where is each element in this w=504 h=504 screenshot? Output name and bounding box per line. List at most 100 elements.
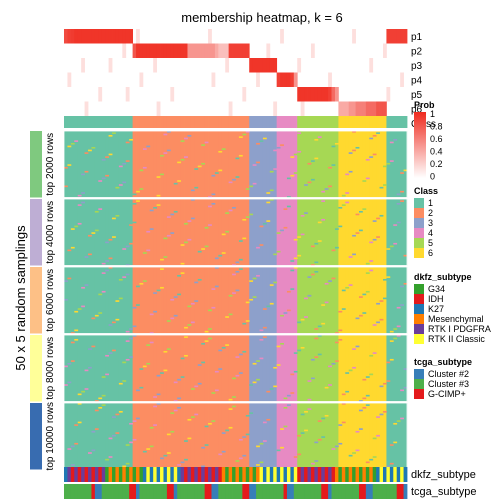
heatmap-cell <box>400 304 404 306</box>
heatmap-column <box>232 403 236 470</box>
annotation-cell <box>142 467 147 482</box>
heatmap-cell <box>376 302 380 305</box>
heatmap-cell <box>190 321 195 324</box>
heatmap-column <box>382 335 387 402</box>
heatmap-cell <box>232 396 236 398</box>
heatmap-cell <box>125 330 130 333</box>
heatmap-column <box>321 335 326 402</box>
heatmap-column <box>105 267 109 334</box>
prob-cell <box>170 43 175 58</box>
heatmap-cell <box>132 221 137 224</box>
heatmap-column <box>365 403 370 470</box>
heatmap-cell <box>235 289 240 292</box>
prob-cell <box>208 29 212 44</box>
heatmap-group-frame <box>63 266 408 334</box>
heatmap-cell <box>304 184 308 186</box>
heatmap-cell <box>245 433 250 436</box>
heatmap-cell <box>376 321 380 324</box>
heatmap-column <box>259 267 264 334</box>
heatmap-column <box>122 199 127 266</box>
heatmap-column <box>163 403 168 470</box>
heatmap-column <box>190 199 195 266</box>
heatmap-column <box>252 335 257 402</box>
annotation-label: dkfz_subtype <box>411 469 476 481</box>
heatmap-cell <box>214 370 219 373</box>
heatmap-cell <box>77 222 82 225</box>
heatmap-column <box>345 199 350 266</box>
prob-cell <box>67 72 72 87</box>
tcga-legend-swatch <box>414 369 424 379</box>
prob-cell <box>310 87 315 102</box>
heatmap-cell <box>352 253 356 256</box>
heatmap-cell <box>101 394 106 397</box>
class-cell <box>245 116 250 128</box>
heatmap-cell <box>396 325 401 328</box>
heatmap-cell <box>362 406 367 409</box>
heatmap-cell <box>317 136 322 138</box>
prob-cell <box>386 87 391 102</box>
heatmap-cell <box>369 354 374 357</box>
heatmap-cell <box>286 309 291 312</box>
heatmap-column <box>317 131 322 198</box>
heatmap-cell <box>369 241 374 244</box>
class-cell <box>153 116 158 128</box>
heatmap-column <box>300 335 305 402</box>
heatmap-column <box>194 403 199 470</box>
heatmap-column <box>149 131 154 198</box>
heatmap-column <box>379 131 384 198</box>
heatmap-column <box>122 267 127 334</box>
class-cell <box>170 116 175 128</box>
heatmap-cell <box>362 397 367 400</box>
annotation-cell <box>84 484 89 499</box>
heatmap-cell <box>262 137 267 140</box>
heatmap-cell <box>293 172 298 174</box>
heatmap-column <box>338 131 343 198</box>
annotation-cell <box>136 484 140 499</box>
heatmap-cell <box>112 416 116 418</box>
heatmap-column <box>132 403 137 470</box>
heatmap-cell <box>297 254 302 257</box>
heatmap-cell <box>184 241 188 244</box>
heatmap-cell <box>345 192 350 194</box>
heatmap-column <box>221 199 226 266</box>
annotation-cell <box>170 484 175 499</box>
heatmap-cell <box>307 162 312 165</box>
heatmap-column <box>245 267 250 334</box>
prob-cell <box>190 43 195 58</box>
heatmap-column <box>297 335 302 402</box>
prob-cell <box>221 43 226 58</box>
heatmap-column <box>101 199 106 266</box>
heatmap-cell <box>166 131 171 133</box>
heatmap-column <box>136 131 140 198</box>
annotation-cell <box>132 484 137 499</box>
heatmap-cell <box>365 404 370 406</box>
tcga-legend-title: tcga_subtype <box>414 357 472 367</box>
prob-legend-tick: 0.6 <box>430 134 443 144</box>
prob-cell <box>321 87 326 102</box>
heatmap-cell <box>283 312 288 314</box>
class-cell <box>259 116 264 128</box>
annotation-cell <box>362 467 367 482</box>
heatmap-column <box>190 267 195 334</box>
heatmap-cell <box>163 133 168 136</box>
annotation-cell <box>153 484 158 499</box>
class-cell <box>112 116 116 128</box>
annotation-cell <box>77 467 82 482</box>
class-cell <box>376 116 380 128</box>
annotation-cell <box>118 467 123 482</box>
class-cell <box>379 116 384 128</box>
class-cell <box>218 116 223 128</box>
heatmap-cell <box>112 434 116 437</box>
heatmap-column <box>334 335 339 402</box>
heatmap-cell <box>88 253 92 256</box>
annotation-cell <box>331 467 336 482</box>
heatmap-cell <box>194 385 199 388</box>
heatmap-column <box>345 335 350 402</box>
heatmap-cell <box>355 430 360 433</box>
annotation-cell <box>365 467 370 482</box>
heatmap-cell <box>163 256 168 258</box>
annotation-cell <box>245 467 250 482</box>
prob-cell <box>225 43 230 58</box>
heatmap-column <box>334 267 339 334</box>
annotation-cell <box>156 467 161 482</box>
